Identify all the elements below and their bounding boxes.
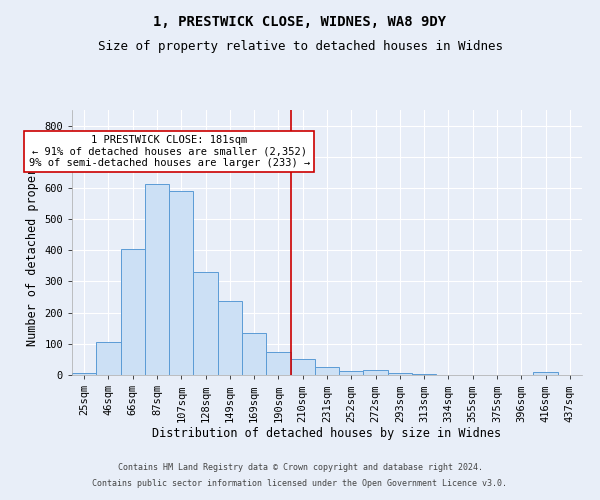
Bar <box>193 272 218 375</box>
Bar <box>364 370 388 375</box>
Bar <box>388 372 412 375</box>
Bar <box>169 191 193 375</box>
Bar <box>96 342 121 375</box>
Text: 1 PRESTWICK CLOSE: 181sqm
← 91% of detached houses are smaller (2,352)
9% of sem: 1 PRESTWICK CLOSE: 181sqm ← 91% of detac… <box>29 135 310 168</box>
Bar <box>290 359 315 375</box>
Y-axis label: Number of detached properties: Number of detached properties <box>26 139 38 346</box>
Bar <box>72 373 96 375</box>
Bar <box>121 250 145 375</box>
Bar <box>266 352 290 375</box>
Bar <box>145 184 169 375</box>
Text: 1, PRESTWICK CLOSE, WIDNES, WA8 9DY: 1, PRESTWICK CLOSE, WIDNES, WA8 9DY <box>154 15 446 29</box>
Text: Size of property relative to detached houses in Widnes: Size of property relative to detached ho… <box>97 40 503 53</box>
Bar <box>412 374 436 375</box>
Bar <box>339 370 364 375</box>
Bar <box>242 333 266 375</box>
X-axis label: Distribution of detached houses by size in Widnes: Distribution of detached houses by size … <box>152 427 502 440</box>
Bar <box>218 301 242 375</box>
Bar <box>533 372 558 375</box>
Text: Contains HM Land Registry data © Crown copyright and database right 2024.: Contains HM Land Registry data © Crown c… <box>118 464 482 472</box>
Bar <box>315 367 339 375</box>
Text: Contains public sector information licensed under the Open Government Licence v3: Contains public sector information licen… <box>92 478 508 488</box>
